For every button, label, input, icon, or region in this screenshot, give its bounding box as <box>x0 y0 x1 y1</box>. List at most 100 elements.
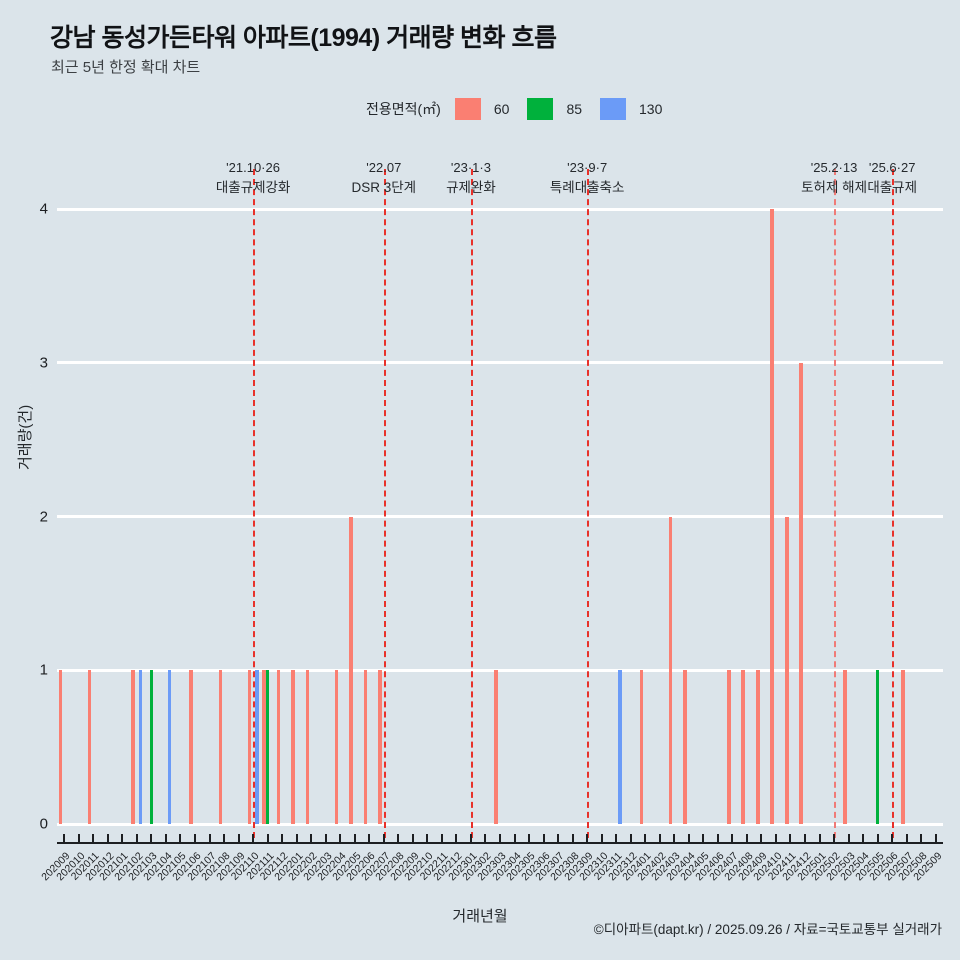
x-axis-tick <box>455 834 458 844</box>
bar-202412-60[interactable] <box>799 362 804 824</box>
bar-202411-60[interactable] <box>784 516 789 824</box>
x-axis-tick <box>92 834 95 844</box>
x-axis-tick <box>804 834 807 844</box>
x-axis-tick <box>920 834 923 844</box>
x-axis-tick <box>469 834 472 844</box>
bar-202110-130[interactable] <box>254 670 259 824</box>
x-axis-tick <box>528 834 531 844</box>
bar-202408-60[interactable] <box>741 670 746 824</box>
x-axis-tick <box>760 834 763 844</box>
bar-202202-60[interactable] <box>305 670 310 824</box>
x-axis-tick <box>673 834 676 844</box>
bar-202311-130[interactable] <box>618 670 622 824</box>
x-axis-tick <box>223 834 226 844</box>
x-axis-tick <box>324 834 327 844</box>
event-date: '25.6·27 <box>868 160 916 175</box>
event-date: '23·9·7 <box>567 160 608 175</box>
event-name: 대출규제 <box>867 179 917 195</box>
x-axis-tick <box>615 834 618 844</box>
x-axis-tick <box>774 834 777 844</box>
x-axis-tick <box>789 834 792 844</box>
y-axis-title: 거래량(건) <box>17 404 34 470</box>
x-axis-tick <box>295 834 298 844</box>
x-axis-tick <box>891 834 894 844</box>
bar-202111-60[interactable] <box>262 670 266 824</box>
bar-202410-60[interactable] <box>770 209 775 824</box>
y-axis-tick-label: 2 <box>39 508 48 525</box>
bar-202106-60[interactable] <box>189 670 194 824</box>
bar-202503-60[interactable] <box>843 670 847 824</box>
x-axis-tick <box>397 834 400 844</box>
x-axis-tick <box>426 834 429 844</box>
bar-202111-85[interactable] <box>265 670 270 824</box>
event-date: '23·1·3 <box>450 160 491 175</box>
legend-item-130[interactable]: 130 <box>600 98 662 120</box>
legend-item-60[interactable]: 60 <box>454 98 510 120</box>
x-axis-tick <box>281 834 284 844</box>
legend-label-60: 60 <box>493 101 510 117</box>
event-line-202506 <box>892 169 895 838</box>
bar-202110-60[interactable] <box>247 670 252 824</box>
gridline <box>57 361 943 365</box>
bar-202102-130[interactable] <box>138 670 143 824</box>
x-axis-tick <box>702 834 705 844</box>
event-label-202309: '23·9·7 특례대출축소 <box>550 159 625 197</box>
bar-202112-60[interactable] <box>276 670 281 824</box>
x-axis-tick <box>164 834 167 844</box>
bar-202407-60[interactable] <box>726 670 731 824</box>
plot-area: 0 1 2 3 4 '21.10·26 대출규제강화 '22.07 DSR 3단계 '23·1·3… <box>40 160 943 838</box>
x-axis-tick <box>716 834 719 844</box>
bar-202108-60[interactable] <box>218 670 223 824</box>
x-axis-tick <box>237 834 240 844</box>
legend-swatch-130 <box>600 98 627 120</box>
bar-202505-85[interactable] <box>875 670 880 824</box>
bar-202201-60[interactable] <box>291 670 295 824</box>
page-title: 강남 동성가든타워 아파트(1994) 거래량 변화 흐름 <box>50 24 557 52</box>
x-axis-tick <box>77 834 80 844</box>
event-date: '25.2·13 <box>810 160 858 175</box>
x-axis-tick <box>150 834 153 844</box>
x-axis-tick <box>106 834 109 844</box>
bar-202409-60[interactable] <box>755 670 760 824</box>
event-name: 규제완화 <box>446 179 496 195</box>
bar-202507-60[interactable] <box>901 670 905 824</box>
y-axis-tick-label: 3 <box>39 354 48 372</box>
legend-item-85[interactable]: 85 <box>527 98 582 120</box>
event-line-202110 <box>253 169 256 838</box>
bar-202206-60[interactable] <box>363 670 368 824</box>
event-line-202502 <box>834 169 837 838</box>
bar-202303-60[interactable] <box>494 670 499 824</box>
bar-202207-60[interactable] <box>378 670 382 824</box>
x-axis-tick <box>905 834 908 844</box>
x-axis-tick <box>847 834 850 844</box>
event-label-202110: '21.10·26 대출규제강화 <box>216 159 291 197</box>
event-date: '21.10·26 <box>226 160 280 175</box>
x-axis-tick <box>382 834 385 844</box>
bar-202205-60[interactable] <box>349 516 353 824</box>
bar-202104-130[interactable] <box>167 670 172 824</box>
bar-202103-85[interactable] <box>149 670 154 824</box>
bar-202401-60[interactable] <box>639 670 644 824</box>
x-axis-tick <box>687 834 690 844</box>
x-axis-tick <box>179 834 182 844</box>
legend-label-130: 130 <box>639 101 663 117</box>
event-line-202207 <box>383 169 386 838</box>
x-axis-tick <box>586 834 589 844</box>
x-axis-tick <box>440 834 443 844</box>
event-label-202502: '25.2·13 토허제 해제 <box>801 159 867 197</box>
legend-swatch-85 <box>527 98 554 120</box>
legend-title: 전용면적(㎡) <box>366 101 441 117</box>
x-axis-tick <box>876 834 879 844</box>
bar-202204-60[interactable] <box>334 670 339 824</box>
bar-202403-60[interactable] <box>668 516 673 824</box>
gridline <box>57 668 943 672</box>
bar-202102-60[interactable] <box>131 670 136 824</box>
bar-202009-60[interactable] <box>58 670 63 824</box>
bar-202011-60[interactable] <box>87 670 92 824</box>
x-axis-tick <box>368 834 371 844</box>
x-axis-tick <box>745 834 748 844</box>
x-axis-tick <box>542 834 545 844</box>
x-axis: 202009 202010 202011 202012 202101 202102 2021… <box>39 834 944 883</box>
bar-202404-60[interactable] <box>683 670 687 824</box>
